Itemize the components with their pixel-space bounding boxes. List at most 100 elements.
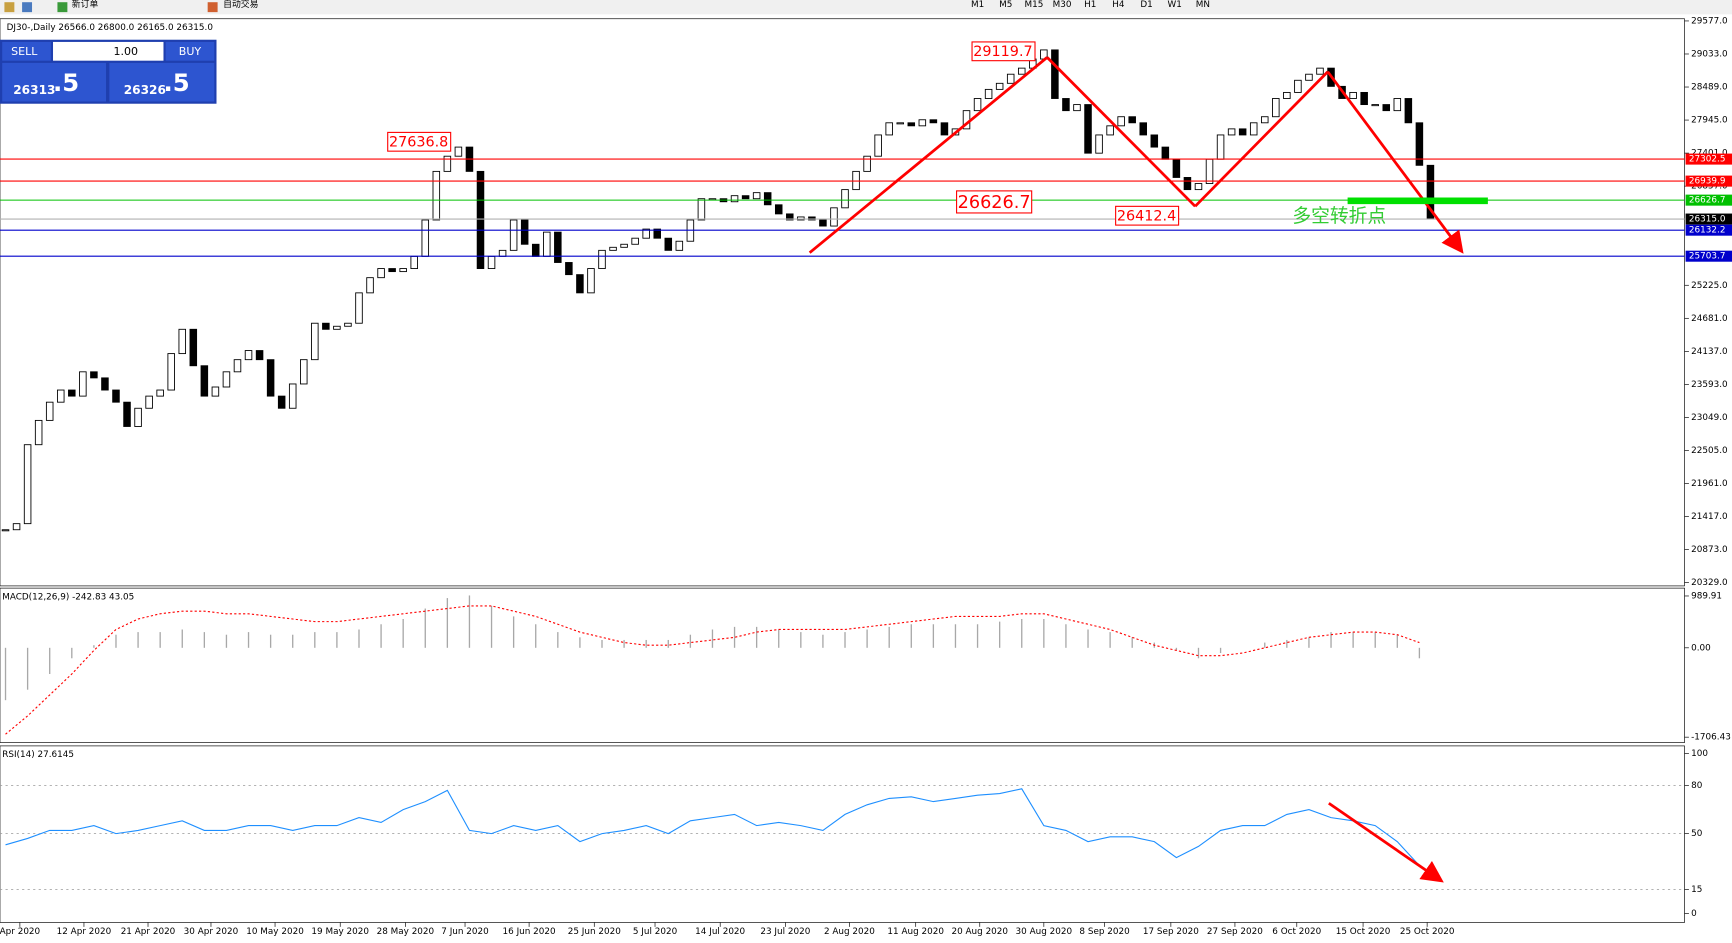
candle bbox=[266, 359, 275, 397]
candle bbox=[1238, 128, 1247, 136]
candle bbox=[852, 170, 860, 191]
timeframe-button[interactable]: MN bbox=[1196, 0, 1210, 10]
y-tick-label: 23049.0 bbox=[1691, 413, 1728, 423]
auto-trade-button[interactable] bbox=[207, 2, 218, 13]
symbol-header: DJ30-,Daily 26566.0 26800.0 26165.0 2631… bbox=[7, 23, 214, 33]
trend-arrow bbox=[1046, 56, 1197, 208]
candle bbox=[211, 386, 220, 397]
rsi-tick-label: 50 bbox=[1691, 829, 1703, 839]
candle bbox=[653, 228, 661, 239]
candle bbox=[786, 213, 794, 221]
macd-tick-label: 0.00 bbox=[1691, 643, 1711, 653]
candle bbox=[885, 122, 893, 136]
auto-trade-label[interactable]: 自动交易 bbox=[223, 0, 258, 10]
candle bbox=[23, 444, 32, 525]
y-tick-label: 29033.0 bbox=[1691, 49, 1728, 59]
candle bbox=[741, 195, 750, 200]
new-order-label[interactable]: 新订单 bbox=[72, 0, 99, 10]
candle bbox=[288, 383, 297, 409]
y-tick-label: 28489.0 bbox=[1691, 83, 1728, 93]
candle bbox=[995, 82, 1004, 90]
bid-main[interactable]: 26313 bbox=[13, 83, 55, 97]
ask-main[interactable]: 26326 bbox=[124, 83, 166, 97]
candle bbox=[1017, 67, 1026, 75]
trend-arrow bbox=[808, 56, 1049, 254]
candle bbox=[233, 359, 242, 373]
y-tick-label: 26857.0 bbox=[1691, 182, 1728, 192]
y-tick-label: 23593.0 bbox=[1691, 380, 1728, 390]
x-tick-label: 6 Oct 2020 bbox=[1272, 927, 1321, 937]
x-tick-label: 19 May 2020 bbox=[311, 927, 369, 937]
timeframe-button[interactable]: M5 bbox=[999, 0, 1012, 10]
candle bbox=[277, 395, 286, 409]
candle bbox=[587, 268, 595, 294]
candle bbox=[255, 350, 264, 361]
candle bbox=[244, 350, 253, 361]
candle bbox=[1227, 128, 1236, 136]
x-tick-label: 25 Jun 2020 bbox=[568, 927, 622, 937]
price-panel bbox=[0, 18, 1685, 587]
timeframe-button[interactable]: M1 bbox=[971, 0, 984, 10]
timeframe-button[interactable]: H1 bbox=[1084, 0, 1096, 10]
candle bbox=[1051, 49, 1059, 99]
x-tick-label: 14 Jul 2020 bbox=[695, 927, 745, 937]
candle bbox=[189, 328, 198, 367]
x-tick-label: 16 Jun 2020 bbox=[503, 927, 557, 937]
candle bbox=[984, 88, 993, 99]
macd-tick-label: 989.91 bbox=[1691, 591, 1722, 601]
sell-label[interactable]: SELL bbox=[11, 45, 38, 58]
bid-frac[interactable]: .5 bbox=[53, 68, 79, 97]
candle bbox=[642, 228, 650, 239]
y-tick-label: 24681.0 bbox=[1691, 314, 1728, 324]
candle bbox=[1404, 98, 1413, 124]
candle bbox=[1084, 104, 1092, 154]
timeframe-button[interactable]: M15 bbox=[1024, 0, 1043, 10]
annotation-box bbox=[971, 41, 1036, 62]
candle bbox=[620, 243, 628, 248]
ask-box[interactable] bbox=[109, 62, 215, 102]
sell-button[interactable] bbox=[2, 41, 51, 61]
ask-frac[interactable]: .5 bbox=[163, 68, 189, 97]
lots-value[interactable]: 1.00 bbox=[113, 45, 138, 58]
candle bbox=[1261, 116, 1269, 124]
buy-label[interactable]: BUY bbox=[179, 45, 202, 58]
timeframe-button[interactable]: H4 bbox=[1112, 0, 1125, 10]
candle bbox=[554, 231, 562, 263]
candle bbox=[443, 155, 452, 172]
lots-input[interactable] bbox=[53, 41, 164, 61]
candle bbox=[1106, 125, 1114, 136]
candle bbox=[1294, 79, 1302, 93]
candle bbox=[1371, 104, 1379, 107]
candle bbox=[366, 277, 374, 294]
rsi-trend-arrow bbox=[1328, 802, 1444, 883]
candle bbox=[344, 322, 352, 327]
bid-box[interactable] bbox=[2, 62, 107, 102]
candle bbox=[918, 119, 927, 127]
annotation-box bbox=[956, 190, 1033, 214]
candle bbox=[1150, 134, 1159, 148]
level-box bbox=[1685, 194, 1732, 206]
new-order-button[interactable] bbox=[57, 2, 68, 13]
candle bbox=[1283, 91, 1291, 99]
candle bbox=[12, 523, 21, 531]
candle bbox=[333, 325, 341, 330]
macd-tick-label: -1706.43 bbox=[1691, 733, 1731, 743]
candle bbox=[752, 192, 761, 200]
candle bbox=[410, 255, 418, 270]
candle bbox=[1073, 104, 1081, 112]
x-tick-label: Apr 2020 bbox=[0, 927, 41, 937]
timeframe-button[interactable]: M30 bbox=[1053, 0, 1072, 10]
timeframe-button[interactable]: D1 bbox=[1140, 0, 1152, 10]
x-tick-label: 28 May 2020 bbox=[377, 927, 435, 937]
candle bbox=[1349, 91, 1357, 99]
level-box bbox=[1685, 213, 1732, 225]
level-box bbox=[1685, 250, 1732, 262]
buy-button[interactable] bbox=[165, 41, 215, 61]
timeframe-button[interactable]: W1 bbox=[1168, 0, 1182, 10]
candle bbox=[763, 192, 772, 206]
candle bbox=[1139, 122, 1148, 136]
macd-panel bbox=[0, 587, 1685, 743]
candle bbox=[34, 419, 43, 446]
candle bbox=[300, 359, 308, 385]
